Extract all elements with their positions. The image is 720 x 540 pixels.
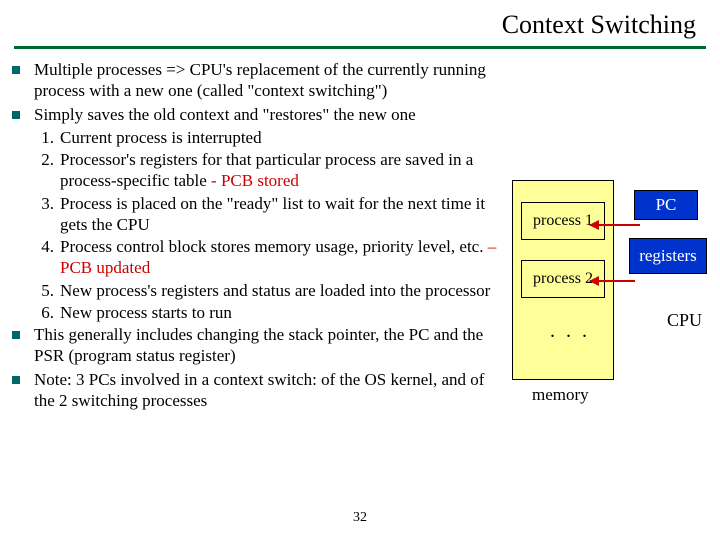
cpu-memory-diagram: process 1 process 2 . . . memory PC regi…	[512, 180, 712, 430]
step-4: 4. Process control block stores memory u…	[34, 236, 508, 279]
square-bullet-icon	[12, 66, 20, 74]
step-3: 3. Process is placed on the "ready" list…	[34, 193, 508, 236]
step-number: 5.	[34, 280, 60, 301]
slide-title: Context Switching	[0, 0, 720, 44]
arrow-reg-icon	[590, 280, 635, 282]
bullet-1: Multiple processes => CPU's replacement …	[6, 59, 508, 102]
arrow-pc-icon	[590, 224, 640, 226]
cpu-label: CPU	[667, 310, 702, 331]
numbered-list: 1. Current process is interrupted 2. Pro…	[34, 127, 508, 323]
bullet-3: This generally includes changing the sta…	[6, 324, 508, 367]
step-number: 1.	[34, 127, 60, 148]
square-bullet-icon	[12, 376, 20, 384]
pcb-stored-text: - PCB stored	[211, 171, 299, 190]
bullet-1-text: Multiple processes => CPU's replacement …	[34, 59, 508, 102]
step-1: 1. Current process is interrupted	[34, 127, 508, 148]
registers-box: registers	[629, 238, 707, 274]
step-number: 3.	[34, 193, 60, 236]
memory-label: memory	[532, 385, 589, 405]
bullet-4-text: Note: 3 PCs involved in a context switch…	[34, 369, 508, 412]
pc-box: PC	[634, 190, 698, 220]
step-6: 6. New process starts to run	[34, 302, 508, 323]
step-number: 4.	[34, 236, 60, 279]
bullet-3-text: This generally includes changing the sta…	[34, 324, 508, 367]
step-4-text: Process control block stores memory usag…	[60, 236, 508, 279]
square-bullet-icon	[12, 331, 20, 339]
step-2-text: Processor's registers for that particula…	[60, 149, 508, 192]
step-6-text: New process starts to run	[60, 302, 232, 323]
page-number: 32	[0, 510, 720, 526]
bullet-4: Note: 3 PCs involved in a context switch…	[6, 369, 508, 412]
text-column: Multiple processes => CPU's replacement …	[6, 59, 516, 413]
square-bullet-icon	[12, 111, 20, 119]
bullet-2-text: Simply saves the old context and "restor…	[34, 104, 416, 125]
step-2: 2. Processor's registers for that partic…	[34, 149, 508, 192]
bullet-2: Simply saves the old context and "restor…	[6, 104, 508, 125]
step-3-text: Process is placed on the "ready" list to…	[60, 193, 508, 236]
step-number: 6.	[34, 302, 60, 323]
step-number: 2.	[34, 149, 60, 192]
step-5: 5. New process's registers and status ar…	[34, 280, 508, 301]
step-1-text: Current process is interrupted	[60, 127, 262, 148]
step-5-text: New process's registers and status are l…	[60, 280, 490, 301]
ellipsis-text: . . .	[550, 320, 590, 343]
